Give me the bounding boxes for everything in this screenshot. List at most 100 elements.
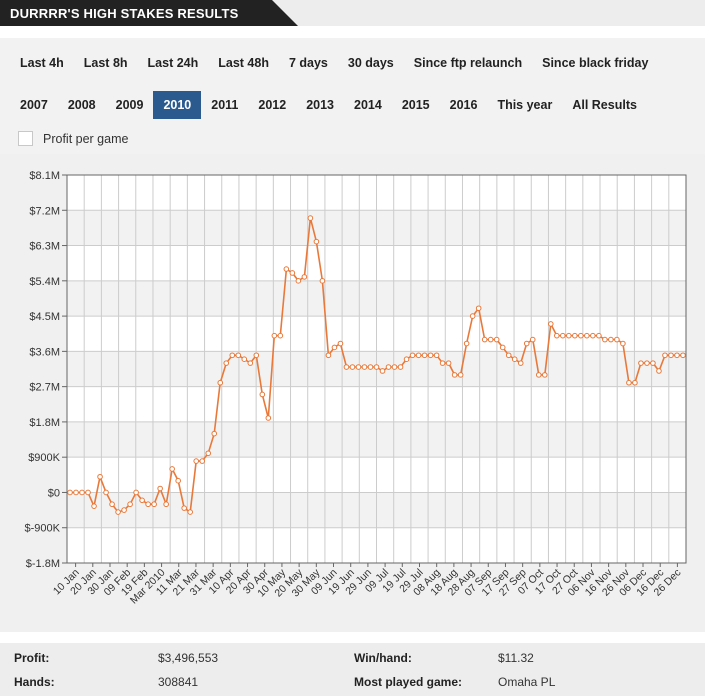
data-point bbox=[319, 278, 326, 284]
hands-label: Hands: bbox=[14, 675, 55, 689]
data-point bbox=[115, 509, 121, 515]
data-point bbox=[433, 352, 440, 359]
filter-2007-button[interactable]: 2007 bbox=[20, 98, 48, 112]
data-point bbox=[427, 352, 434, 359]
filter-last-24h-button[interactable]: Last 24h bbox=[147, 56, 199, 70]
data-point bbox=[241, 356, 248, 363]
filter-panel bbox=[0, 38, 705, 154]
y-tick-label: $2.7M bbox=[29, 382, 60, 394]
data-point bbox=[578, 332, 584, 339]
profit-value: $3,496,553 bbox=[158, 651, 219, 665]
data-point bbox=[541, 372, 548, 378]
data-point bbox=[572, 332, 578, 339]
filter-all-results-button[interactable]: All Results bbox=[572, 98, 637, 112]
most-played-game-value: Omaha PL bbox=[498, 675, 556, 689]
time-filter-row: Last 4h Last 8h Last 24h Last 48h 7 days 30 d… bbox=[10, 49, 658, 77]
data-point bbox=[385, 364, 392, 370]
profit-per-game-option[interactable]: Profit per game bbox=[18, 131, 128, 146]
hands-value: 308841 bbox=[158, 675, 199, 689]
y-tick-label: $900K bbox=[28, 452, 60, 464]
data-point bbox=[361, 364, 368, 370]
y-tick-label: $4.5M bbox=[29, 311, 60, 323]
y-tick-label: $0 bbox=[48, 487, 60, 499]
data-point bbox=[493, 336, 500, 343]
data-point bbox=[223, 360, 230, 366]
data-point bbox=[397, 364, 404, 370]
data-point bbox=[121, 507, 127, 513]
filter-2011-button[interactable]: 2011 bbox=[211, 98, 239, 112]
filter-last-8h-button[interactable]: Last 8h bbox=[83, 56, 128, 70]
filter-2014-button[interactable]: 2014 bbox=[354, 98, 382, 112]
y-tick-label: $-900K bbox=[25, 523, 61, 535]
filter-2013-button[interactable]: 2013 bbox=[306, 98, 334, 112]
data-point bbox=[535, 372, 542, 378]
filter-7-days-button[interactable]: 7 days bbox=[288, 56, 328, 70]
data-point bbox=[632, 379, 638, 386]
data-point bbox=[163, 501, 169, 508]
data-point bbox=[445, 360, 452, 366]
profit-line-chart: $8.1M $7.2M $6.3M $5.4M $4.5M $3.6M $2.7M $1.8M… bbox=[0, 154, 705, 632]
data-point bbox=[553, 332, 560, 339]
data-point bbox=[487, 336, 494, 343]
data-point bbox=[584, 332, 590, 339]
data-point bbox=[199, 458, 206, 464]
plot-frame bbox=[66, 174, 687, 564]
data-point bbox=[181, 505, 187, 511]
y-tick-label: $5.4M bbox=[29, 276, 60, 288]
data-point bbox=[373, 364, 380, 370]
data-point bbox=[109, 501, 115, 508]
data-point bbox=[169, 466, 175, 472]
filter-2009-button[interactable]: 2009 bbox=[115, 98, 144, 112]
data-point bbox=[145, 501, 151, 508]
filter-2015-button[interactable]: 2015 bbox=[401, 98, 430, 112]
data-point bbox=[67, 489, 73, 496]
data-point bbox=[415, 352, 422, 359]
filter-2010-button[interactable]: 2010 bbox=[153, 91, 202, 119]
filter-30-days-button[interactable]: 30 days bbox=[347, 56, 394, 70]
filter-2016-button[interactable]: 2016 bbox=[449, 98, 478, 112]
data-point bbox=[187, 509, 193, 515]
data-point bbox=[566, 332, 572, 339]
data-point bbox=[205, 450, 212, 457]
filter-since-black-friday-button[interactable]: Since black friday bbox=[542, 56, 649, 70]
filter-since-ftp-relaunch-button[interactable]: Since ftp relaunch bbox=[413, 56, 523, 70]
filter-last-48h-button[interactable]: Last 48h bbox=[218, 56, 269, 70]
win-per-hand-label: Win/hand: bbox=[354, 651, 412, 665]
data-point bbox=[337, 340, 344, 347]
data-point bbox=[638, 360, 644, 366]
page-header: DURRRR'S HIGH STAKES RESULTS bbox=[0, 0, 705, 29]
data-point bbox=[247, 360, 254, 366]
data-point bbox=[139, 497, 145, 504]
data-point bbox=[85, 489, 91, 496]
data-point bbox=[283, 266, 290, 272]
data-point bbox=[403, 356, 410, 363]
data-point bbox=[151, 501, 157, 508]
data-point bbox=[235, 352, 242, 359]
filter-this-year-button[interactable]: This year bbox=[497, 98, 553, 112]
filter-2008-button[interactable]: 2008 bbox=[67, 98, 96, 112]
data-point bbox=[626, 379, 632, 386]
data-point bbox=[127, 501, 133, 508]
data-point bbox=[511, 356, 518, 363]
data-point bbox=[614, 336, 620, 343]
data-point bbox=[277, 332, 284, 339]
data-point bbox=[560, 332, 566, 339]
data-point bbox=[379, 368, 386, 374]
data-point bbox=[680, 352, 686, 359]
y-tick-label: $1.8M bbox=[29, 417, 60, 429]
data-point bbox=[97, 473, 103, 480]
data-point bbox=[349, 364, 356, 370]
year-filter-row: 2007 2008 2009 2010 2011 2012 2013 2014 2015 2016… bbox=[10, 91, 647, 119]
filter-last-4h-button[interactable]: Last 4h bbox=[20, 56, 64, 70]
data-point bbox=[217, 379, 224, 386]
data-point bbox=[301, 274, 308, 280]
profit-per-game-checkbox[interactable] bbox=[18, 131, 33, 146]
data-point bbox=[193, 458, 200, 464]
data-point bbox=[529, 336, 536, 343]
data-point bbox=[175, 477, 181, 484]
data-point bbox=[674, 352, 680, 359]
data-point bbox=[331, 344, 338, 351]
filter-2012-button[interactable]: 2012 bbox=[258, 98, 287, 112]
stats-panel: Profit: $3,496,553 Win/hand: $11.32 Hand… bbox=[0, 643, 705, 696]
data-point bbox=[289, 270, 296, 276]
